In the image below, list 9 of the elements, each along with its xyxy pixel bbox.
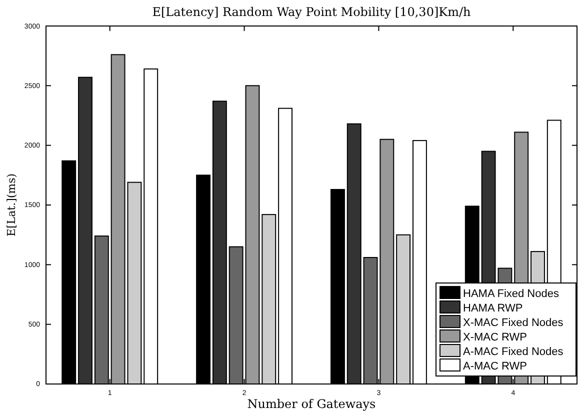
legend-label: X-MAC RWP bbox=[463, 331, 527, 344]
x-axis-title: Number of Gateways bbox=[247, 397, 376, 411]
chart-title: E[Latency] Random Way Point Mobility [10,30]Km/h bbox=[152, 5, 472, 19]
legend-label: HAMA Fixed Nodes bbox=[463, 288, 560, 300]
legend-label: A-MAC RWP bbox=[463, 360, 527, 372]
legend-label: HAMA RWP bbox=[463, 302, 523, 314]
y-axis-title: E[Lat.](ms) bbox=[5, 173, 18, 237]
legend-label: A-MAC Fixed Nodes bbox=[463, 346, 564, 358]
legend-label: X-MAC Fixed Nodes bbox=[463, 316, 564, 329]
